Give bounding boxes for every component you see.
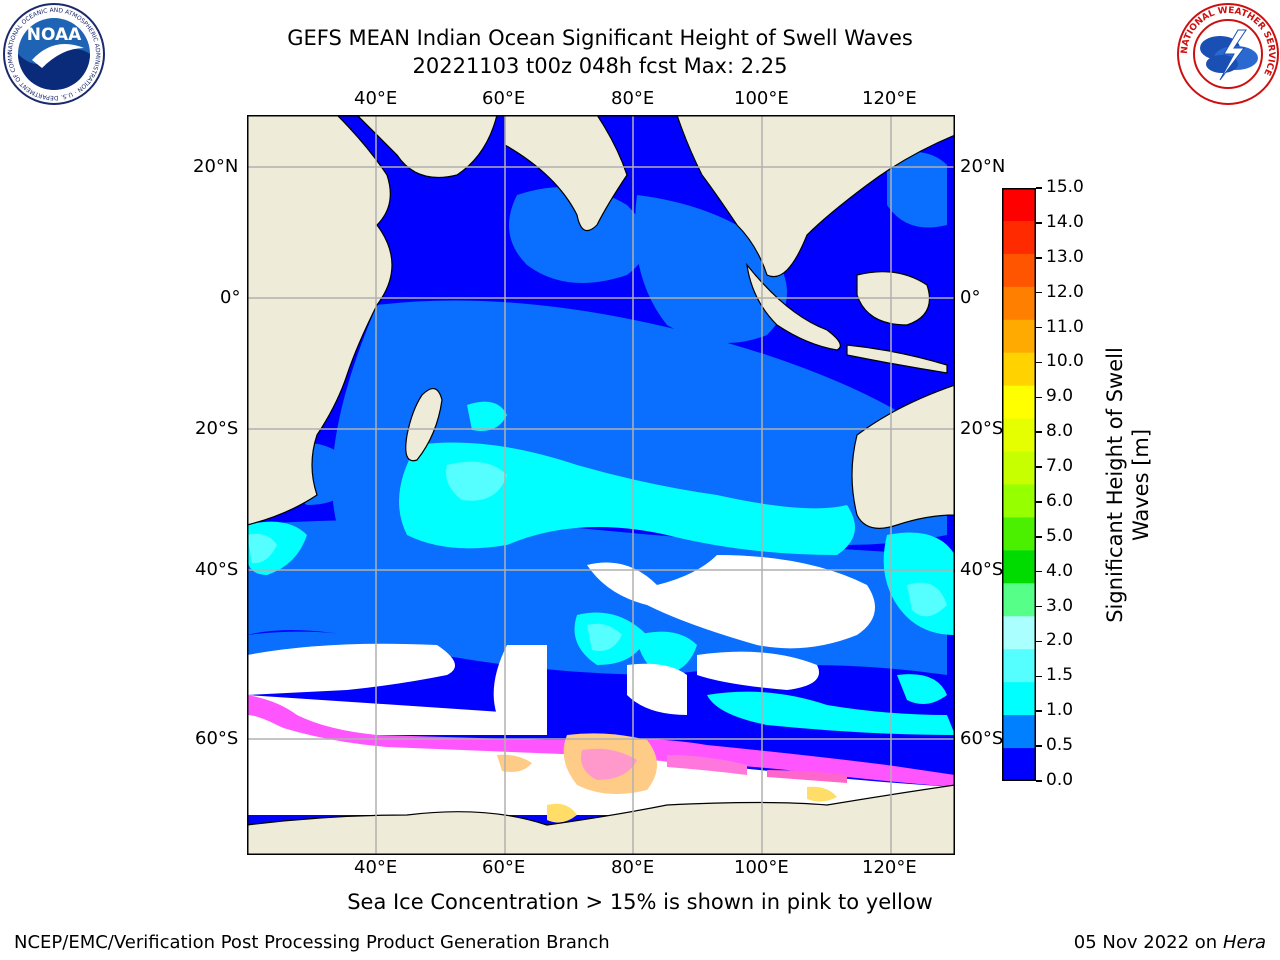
sea-ice-caption: Sea Ice Concentration > 15% is shown in … [347,890,933,914]
colorbar-tick [1036,431,1042,433]
colorbar-swatch [1002,188,1036,222]
colorbar-tick [1036,396,1042,399]
swell-1.5-2.0-band [247,461,947,651]
colorbar-swatch [1002,319,1036,354]
colorbar [1002,188,1036,781]
colorbar-tick [1036,257,1042,259]
lon-label-top: 80°E [611,88,655,109]
nws-logo: NATIONAL WEATHER SERVICE [1177,3,1279,105]
colorbar-label: 3.0 [1046,595,1074,616]
colorbar-label: 10.0 [1046,351,1084,372]
colorbar-label: 6.0 [1046,490,1074,511]
colorbar-swatch [1002,220,1036,255]
colorbar-label: 11.0 [1046,316,1084,337]
colorbar-swatch [1002,352,1036,387]
lon-label-bottom: 120°E [862,857,917,878]
colorbar-swatch [1002,550,1036,584]
colorbar-label: 15.0 [1046,177,1084,197]
svg-text:NOAA: NOAA [27,25,82,45]
noaa-logo: NOAA NATIONAL OCEANIC AND ATMOSPHERIC AD… [2,2,105,105]
colorbar-tick [1036,570,1042,573]
colorbar-swatch [1002,682,1036,716]
colorbar-label: 8.0 [1046,421,1074,442]
colorbar-label: 5.0 [1046,525,1074,546]
colorbar-frame [1002,188,1036,781]
colorbar-label: 0.0 [1046,770,1074,790]
map-title: GEFS MEAN Indian Ocean Significant Heigh… [287,26,913,50]
lat-label-right: 0° [960,287,981,308]
colorbar-title-line2: Waves [m] [1129,428,1153,542]
colorbar-tick [1036,710,1042,712]
footer-system: Hera [1222,932,1266,953]
lat-label-right: 40°S [960,559,1004,580]
colorbar-label: 13.0 [1046,246,1084,267]
footer-branch: NCEP/EMC/Verification Post Processing Pr… [14,932,610,953]
colorbar-swatch [1002,748,1036,781]
swell-height-map [247,115,955,855]
colorbar-tick [1036,466,1042,468]
lat-label-right: 20°N [960,156,1006,177]
lon-label-top: 100°E [734,88,789,109]
colorbar-tick [1036,536,1042,538]
colorbar-title-line1: Significant Height of Swell [1103,347,1127,623]
lon-label-top: 120°E [862,88,917,109]
lat-label-left: 0° [220,287,241,308]
colorbar-swatch [1002,517,1036,551]
colorbar-label: 14.0 [1046,211,1084,232]
lat-label-left: 40°S [195,559,239,580]
colorbar-label: 2.0 [1046,630,1074,651]
colorbar-tick [1036,745,1042,747]
footer-date-text: 05 Nov 2022 on [1073,932,1218,953]
lon-label-top: 60°E [482,88,526,109]
sea-ice-edge [247,695,955,823]
map-subtitle: 20221103 t00z 048h fcst Max: 2.25 [412,54,788,78]
lon-label-bottom: 60°E [482,857,526,878]
colorbar-tick [1036,361,1042,364]
map-frame [247,115,955,855]
colorbar-swatch [1002,418,1036,453]
colorbar-label: 9.0 [1046,386,1074,407]
colorbar-tick [1036,187,1042,189]
colorbar-swatch [1002,484,1036,518]
lon-label-top: 40°E [354,88,398,109]
colorbar-label: 0.5 [1046,735,1074,756]
colorbar-swatch [1002,451,1036,485]
colorbar-tick [1036,222,1042,224]
lat-label-right: 60°S [960,728,1004,749]
colorbar-tick [1036,326,1042,329]
colorbar-label: 1.0 [1046,700,1074,721]
colorbar-swatch [1002,715,1036,749]
colorbar-tick [1036,675,1042,678]
lat-label-right: 20°S [960,418,1004,439]
colorbar-tick [1036,640,1042,643]
colorbar-swatch [1002,583,1036,617]
colorbar-label: 12.0 [1046,281,1084,302]
colorbar-swatch [1002,649,1036,683]
colorbar-swatch [1002,286,1036,321]
colorbar-tick [1036,291,1042,294]
colorbar-tick [1036,605,1042,608]
no-data-region [247,555,875,735]
colorbar-swatch [1002,616,1036,650]
land [247,115,955,855]
colorbar-label: 1.5 [1046,665,1074,686]
colorbar-tick [1036,501,1042,503]
lon-label-bottom: 80°E [611,857,655,878]
colorbar-label: 4.0 [1046,560,1074,581]
colorbar-swatch [1002,253,1036,288]
graticule [247,115,955,855]
lon-label-bottom: 40°E [354,857,398,878]
lat-label-left: 60°S [195,728,239,749]
colorbar-label: 7.0 [1046,456,1074,477]
lat-label-left: 20°S [195,418,239,439]
colorbar-swatch [1002,385,1036,420]
footer-date: 05 Nov 2022 on Hera [1074,932,1266,953]
lat-label-left: 20°N [193,156,239,177]
lon-label-bottom: 100°E [734,857,789,878]
colorbar-tick [1036,780,1042,782]
